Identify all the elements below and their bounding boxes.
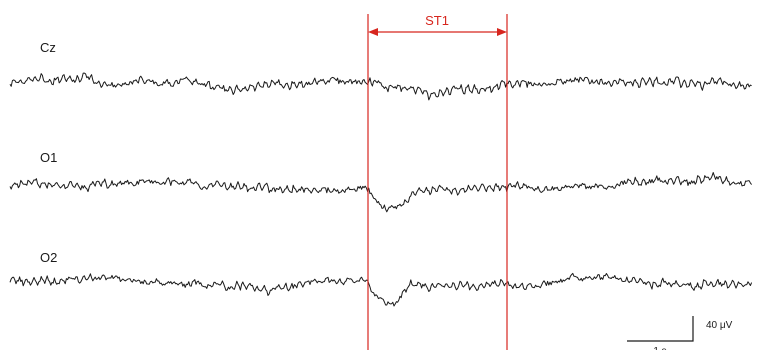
trace-o2 bbox=[9, 272, 753, 307]
scale-bar bbox=[627, 316, 694, 342]
window-arrowhead-right bbox=[497, 28, 507, 36]
channel-label-cz: Cz bbox=[40, 40, 56, 55]
channel-label-o2: O2 bbox=[40, 250, 57, 265]
time-scale-label: 1 s bbox=[653, 346, 666, 350]
trace-o1 bbox=[9, 172, 752, 213]
trace-cz bbox=[9, 72, 752, 101]
channel-label-o1: O1 bbox=[40, 150, 57, 165]
window-arrowhead-left bbox=[368, 28, 378, 36]
window-label: ST1 bbox=[425, 13, 449, 28]
amplitude-scale-label: 40 μV bbox=[706, 320, 733, 331]
